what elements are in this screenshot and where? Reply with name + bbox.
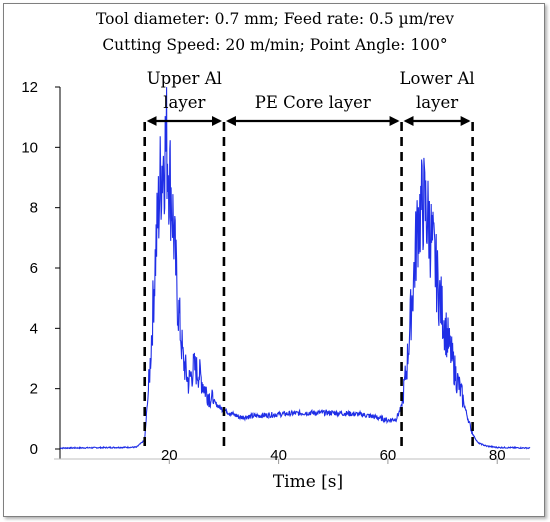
y-tick-label: 8 — [30, 200, 38, 217]
region-label: PE Core layer — [255, 93, 371, 112]
region-label: Lower Al — [400, 69, 475, 88]
x-tick-label: 60 — [380, 447, 397, 464]
axes: 0 2 4 6 8 10 12 20 40 60 80 — [21, 79, 530, 464]
figure-frame — [3, 3, 545, 517]
y-tick-label: 4 — [30, 320, 38, 337]
signal-series — [59, 87, 531, 450]
layer-regions: Upper Al layer PE Core layer Lower Al layer — [143, 69, 475, 449]
y-tick-label: 2 — [30, 381, 38, 398]
header-line-1: Tool diameter: 0.7 mm; Feed rate: 0.5 µm… — [96, 10, 454, 28]
y-tick-label: 6 — [30, 260, 38, 277]
region-label: layer — [163, 93, 205, 112]
x-axis-label: Time [s] — [273, 472, 343, 492]
y-tick-label: 12 — [21, 79, 38, 96]
x-tick-label: 80 — [489, 447, 506, 464]
region-label: layer — [416, 93, 458, 112]
header-line-2: Cutting Speed: 20 m/min; Point Angle: 10… — [102, 36, 448, 54]
x-tick-label: 40 — [270, 447, 287, 464]
y-tick-label: 0 — [30, 441, 38, 458]
y-tick-label: 10 — [21, 139, 38, 156]
signal-line — [59, 87, 531, 450]
region-label: Upper Al — [147, 69, 222, 88]
x-tick-label: 20 — [161, 447, 178, 464]
